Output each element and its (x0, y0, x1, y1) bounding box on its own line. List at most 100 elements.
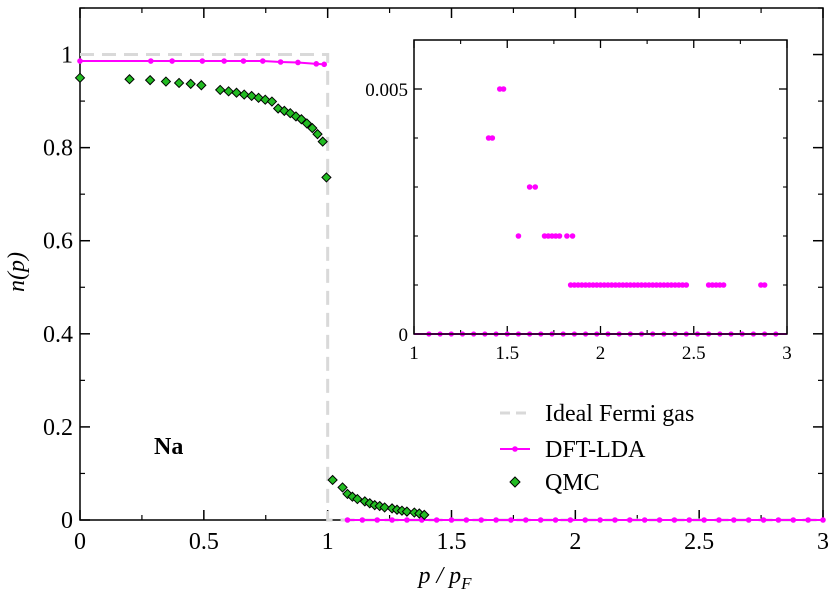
dft-lda-point (389, 517, 395, 523)
qmc-point (285, 107, 296, 119)
qmc-point (317, 136, 328, 147)
inset-dft-point (526, 184, 533, 190)
x-tick-label: 3 (817, 529, 829, 555)
dft-lda-point (567, 517, 574, 523)
dft-lda-point (404, 517, 410, 523)
qmc-point (364, 498, 375, 509)
ideal-fermi-gas-line (80, 53, 823, 522)
inset-dft-point (556, 233, 563, 239)
x-tick-label: 0 (74, 529, 86, 555)
x-axis-label-sub: F (460, 574, 472, 592)
dft-lda-point (760, 517, 767, 523)
x-tick-label: 1 (322, 529, 334, 555)
dft-lda-point (686, 517, 693, 523)
dft-lda-point (277, 59, 284, 65)
dft-lda-point (344, 517, 351, 523)
dft-lda-point (523, 517, 529, 523)
qmc-point (337, 482, 348, 493)
dft-lda-point (790, 517, 797, 523)
main-series-layer (74, 53, 826, 523)
qmc-point (74, 72, 86, 84)
qmc-point (160, 76, 172, 87)
dft-lda-point (597, 517, 603, 523)
legend-qmc-label: QMC (545, 470, 600, 496)
x-tick-label: 1.5 (437, 529, 467, 555)
qmc-point (312, 128, 323, 140)
inset-y-tick-label: 0.005 (365, 80, 408, 101)
y-tick-label: 1 (61, 43, 73, 69)
legend-qmc-marker (509, 476, 521, 488)
dft-lda-point (169, 58, 175, 64)
dft-lda-point (259, 58, 266, 64)
dft-lda-point (148, 58, 154, 64)
inset-x-tick-label: 2.5 (682, 343, 706, 364)
qmc-point (352, 493, 363, 505)
dft-lda-point (641, 517, 648, 523)
x-tick-label: 2.5 (684, 529, 714, 555)
element-annotation: Na (154, 434, 183, 460)
x-tick-label: 0.5 (189, 529, 219, 555)
qmc-point (359, 496, 371, 507)
dft-lda-point (493, 517, 499, 523)
y-tick-label: 0.4 (43, 322, 73, 348)
dft-lda-point (627, 517, 633, 523)
inset-y-tick-label: 0 (399, 325, 409, 346)
inset-dft-point (532, 184, 539, 190)
dft-lda-point (478, 517, 485, 523)
y-tick-label: 0.8 (43, 136, 73, 162)
dft-lda-point (537, 517, 544, 523)
dft-lda-point (374, 517, 381, 523)
qmc-point (173, 77, 185, 89)
x-axis-label: p / pF (416, 563, 472, 592)
dft-lda-point (671, 517, 678, 523)
dft-lda-point (745, 517, 752, 523)
qmc-point (223, 86, 234, 97)
dft-lda-point (448, 517, 455, 523)
dft-lda-point (820, 517, 826, 523)
dft-lda-point (805, 517, 811, 523)
qmc-point (296, 114, 307, 125)
inset-x-tick-label: 3 (782, 343, 792, 364)
qmc-point (321, 172, 332, 183)
dft-lda-point (463, 517, 470, 523)
legend: Ideal Fermi gas DFT-LDA QMC (500, 401, 694, 496)
qmc-point (231, 87, 242, 98)
legend-ideal-fermi-label: Ideal Fermi gas (545, 401, 694, 427)
dft-lda-point (295, 59, 301, 66)
qmc-point (401, 506, 413, 517)
qmc-point (185, 78, 196, 90)
dft-lda-point (199, 58, 206, 64)
inset-x-tick-label: 1.5 (495, 343, 519, 364)
inset-x-tick-label: 2 (596, 343, 606, 364)
dft-lda-point (221, 58, 227, 64)
inset-dft-point (564, 233, 570, 239)
dft-lda-point (582, 517, 589, 523)
qmc-point (266, 96, 278, 107)
inset-x-tick-label: 1 (409, 343, 419, 364)
dft-lda-point (731, 517, 737, 523)
x-tick-label: 2 (569, 529, 581, 555)
qmc-point (260, 94, 271, 105)
inset-dft-point (515, 233, 522, 239)
dft-lda-point (552, 517, 559, 523)
inset-dft-point (683, 282, 690, 288)
qmc-point (301, 118, 313, 129)
inset-plot-frame (413, 39, 788, 335)
main-axes: 0 0.5 1 1.5 2 2.5 3 0 0.2 0.4 0.6 0.8 1 (43, 7, 829, 555)
dft-lda-point (656, 517, 663, 523)
qmc-point (144, 74, 156, 86)
dft-lda-point (508, 517, 514, 523)
inset-dft-point (720, 282, 727, 288)
inset-dft-point (500, 86, 507, 92)
y-tick-label: 0.6 (43, 229, 73, 255)
qmc-point (379, 502, 390, 513)
dft-lda-point (313, 61, 320, 67)
qmc-point (124, 74, 135, 85)
inset-series-layer (414, 86, 787, 337)
legend-dft-lda-marker (512, 446, 518, 452)
x-axis-label-main: p / p (416, 563, 461, 589)
inset-dft-point (761, 282, 768, 288)
dft-lda-point (433, 517, 440, 523)
dft-lda-point (612, 517, 618, 523)
